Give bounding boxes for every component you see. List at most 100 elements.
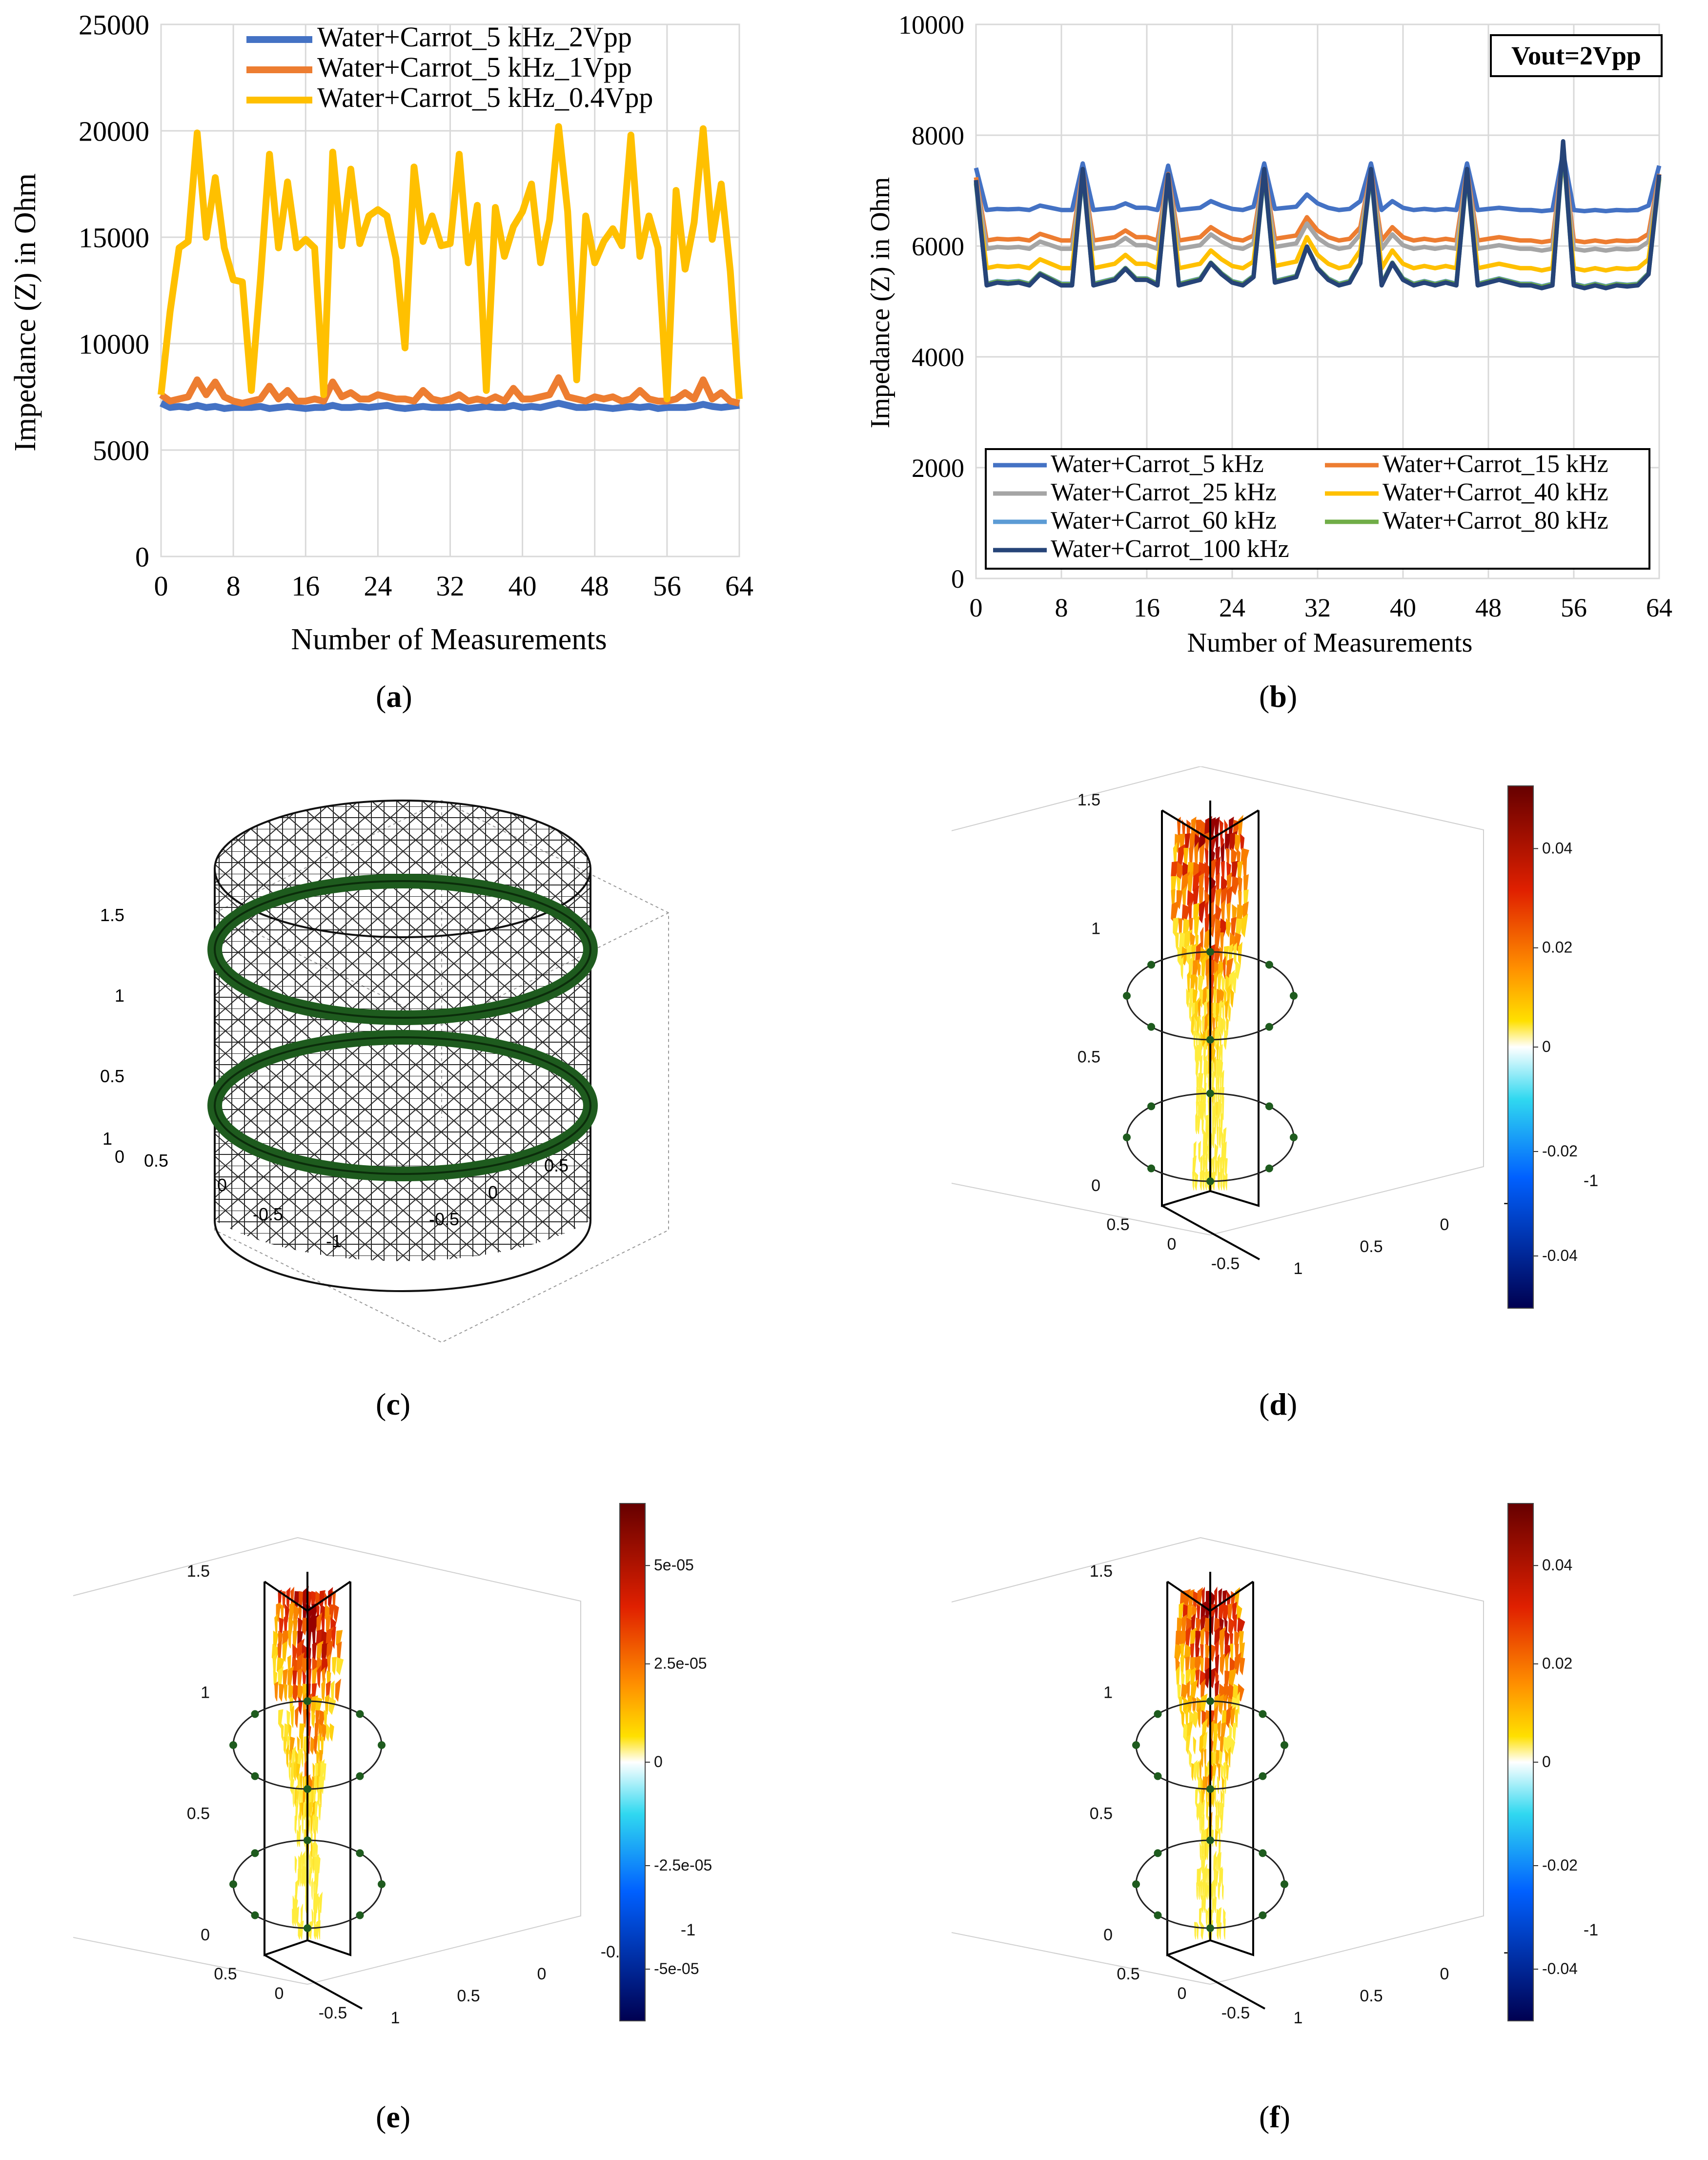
colorbar-tick-label: 2.5e-05 <box>654 1655 707 1672</box>
y-tick-label: 1 <box>391 2009 400 2026</box>
slice-cell <box>1189 1002 1192 1022</box>
slice-cell <box>298 1825 302 1847</box>
slice-cell <box>1230 988 1234 1008</box>
electrode-dot <box>1259 1710 1267 1718</box>
slice-cell <box>314 1732 318 1754</box>
colorbar-tick-label: -0.02 <box>1542 1142 1578 1160</box>
y-tick-label: -0.5 <box>429 1209 459 1229</box>
slice-cell <box>290 1776 295 1795</box>
slice-planes <box>1161 801 1260 1260</box>
slice-cell <box>1186 988 1190 1008</box>
chart-b-series <box>974 139 1662 290</box>
electrode-dot <box>1281 1880 1288 1888</box>
slice-cell <box>1199 900 1206 924</box>
caption-e: (e) <box>376 2099 411 2134</box>
slice-cell <box>322 1723 327 1742</box>
legend-box <box>985 448 1650 570</box>
slice-cell <box>1221 1882 1224 1900</box>
electrode-dot <box>356 1911 364 1919</box>
chart-b-ylabel: Impedance (Z) in Ohm <box>865 177 895 429</box>
mesh-plot-c: 0 0.5 1 1.5 -1 -0.5 0 0.5 1 0.5 0 -0.5 <box>100 800 669 1343</box>
colorbar-tick-label: -5e-05 <box>654 1960 699 1977</box>
z-tick-label: 0.5 <box>1078 1048 1100 1067</box>
x-tick-label: -0.5 <box>1221 2004 1250 2022</box>
slice-cell <box>298 1696 303 1715</box>
slice-cell <box>283 1736 287 1754</box>
x-tick-label: -1 <box>326 1231 342 1251</box>
z-tick-label: 0 <box>115 1147 124 1167</box>
x-tick-label: 56 <box>653 570 681 602</box>
slice-cell <box>1194 1760 1198 1781</box>
colorbar-tick-label: 0 <box>1542 1753 1551 1770</box>
colorbar-tick-label: -0.04 <box>1542 1247 1578 1264</box>
slice-cell <box>1193 1710 1199 1728</box>
x-tick-label: 0 <box>1178 1984 1187 2003</box>
colorbar-tick-label: -2.5e-05 <box>654 1856 712 1874</box>
legend-label: Water+Carrot_5 kHz_1Vpp <box>317 51 632 83</box>
slice-plot-e: 00.511.50.50-0.5 10.50-0.5-15e-052.5e-050… <box>73 1503 712 2026</box>
slice-cell <box>301 1750 304 1768</box>
y-tick-label: 6000 <box>912 232 964 261</box>
series-line-0 <box>974 150 1662 213</box>
slice-cell <box>1240 1657 1245 1676</box>
electrode-dot <box>1265 1164 1273 1173</box>
slice-cell <box>314 1921 317 1940</box>
x-tick-label: 64 <box>1646 593 1672 622</box>
x-tick-label: 0.5 <box>1117 1965 1139 1983</box>
slice-cell <box>1201 1856 1203 1873</box>
y-tick-label: 0.5 <box>457 1987 480 2005</box>
chart-b-axes: 0 8 16 24 32 40 48 56 64 0 2000 4000 6000 8000 10000 <box>898 10 1672 622</box>
colorbar-tick-label: 0.04 <box>1542 839 1572 857</box>
axis-box <box>73 1537 581 1985</box>
slice-cell <box>302 1813 304 1834</box>
electrode-dot <box>1265 961 1273 969</box>
series-line-2 <box>158 123 743 403</box>
slice-cell <box>1206 1842 1210 1860</box>
slice-cell <box>1194 1922 1197 1940</box>
slice-cell <box>1226 1706 1233 1728</box>
slice-cell <box>1220 1168 1223 1191</box>
caption-c: (c) <box>376 1387 411 1421</box>
slice-planes <box>1166 1572 1265 2010</box>
electrode-rings <box>1123 948 1298 1185</box>
y-tick-label: 10000 <box>898 10 964 40</box>
electrode-dot <box>1206 1924 1214 1932</box>
x-tick-label: 16 <box>291 570 320 602</box>
slice-cell <box>311 1709 316 1729</box>
colorbar <box>1507 1503 1534 2021</box>
slice-cell <box>1232 1722 1237 1741</box>
colorbar-tick-label: 0.02 <box>1542 939 1572 956</box>
x-tick-label: 0.5 <box>1106 1215 1129 1234</box>
slice-cell <box>1198 1706 1201 1728</box>
legend-label: Water+Carrot_5 kHz <box>1051 450 1264 478</box>
y-tick-label: 15000 <box>79 222 149 253</box>
slice-cell <box>1195 1110 1198 1134</box>
electrode-dot <box>1259 1849 1267 1857</box>
legend-label: Water+Carrot_5 kHz_2Vpp <box>317 21 632 53</box>
x-tick-label: 24 <box>364 570 392 602</box>
slice-cell <box>335 1678 341 1702</box>
y-tick-label: 0.5 <box>544 1155 569 1175</box>
slice-cell <box>300 1869 302 1887</box>
slice-cell <box>296 1906 299 1927</box>
caption-b: (b) <box>1259 679 1298 714</box>
slice-cell <box>312 1762 315 1781</box>
slice-cell <box>294 1813 298 1834</box>
slice-cell <box>1203 1892 1206 1913</box>
slice-cell <box>319 1892 323 1913</box>
chart-a-xlabel: Number of Measurements <box>291 623 607 656</box>
slice-cell <box>311 1877 313 1900</box>
slice-cell <box>1217 1811 1220 1834</box>
electrode-dot <box>1147 961 1156 969</box>
slice-cell <box>1199 1907 1202 1927</box>
z-tick-label: 0 <box>1091 1176 1100 1195</box>
x-tick-label: 64 <box>725 570 753 602</box>
colorbar-tick-label: -0.02 <box>1542 1856 1578 1874</box>
slice-cell <box>1241 913 1248 938</box>
electrode-dot <box>1281 1741 1288 1749</box>
chart-b: 0 8 16 24 32 40 48 56 64 0 2000 4000 6000 8000 10000 V… <box>865 10 1672 658</box>
electrode-dot <box>1123 1133 1131 1141</box>
electrode-rings <box>1132 1697 1288 1932</box>
slice-cell <box>1216 1749 1220 1769</box>
slice-cell <box>1222 1789 1225 1808</box>
